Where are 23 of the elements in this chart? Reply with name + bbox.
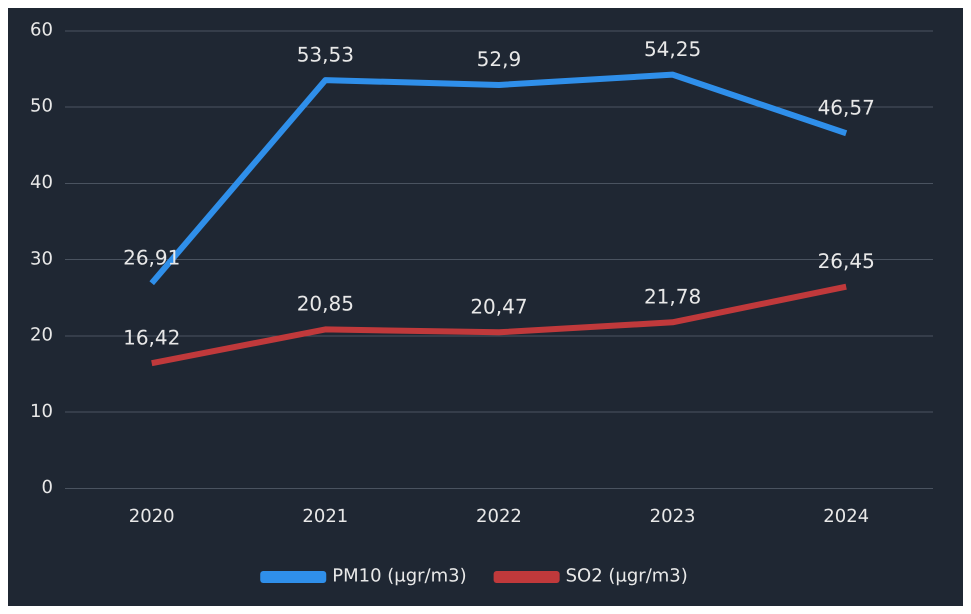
y-tick-label: 30 xyxy=(30,248,53,270)
y-tick-label: 20 xyxy=(30,324,53,346)
y-tick-label: 0 xyxy=(41,477,53,498)
data-label: 53,53 xyxy=(296,42,354,66)
data-label: 26,45 xyxy=(818,248,875,273)
x-tick-label: 2022 xyxy=(476,506,522,527)
legend-label: SO2 (µgr/m3) xyxy=(566,566,688,587)
y-tick-label: 60 xyxy=(30,19,53,40)
x-tick-label: 2021 xyxy=(302,506,348,527)
data-label: 16,42 xyxy=(123,325,180,350)
x-tick-label: 2023 xyxy=(650,506,696,527)
y-tick-label: 10 xyxy=(30,400,53,422)
y-tick-label: 40 xyxy=(30,172,53,194)
data-label: 52,9 xyxy=(476,47,522,72)
data-label: 21,78 xyxy=(644,284,702,308)
x-tick-label: 2024 xyxy=(823,506,870,527)
data-label: 20,47 xyxy=(470,294,528,318)
data-label: 54,25 xyxy=(644,36,702,61)
data-label: 20,85 xyxy=(296,292,354,316)
x-tick-label: 2020 xyxy=(128,506,175,527)
data-label: 46,57 xyxy=(818,95,875,120)
y-tick-label: 50 xyxy=(30,96,53,117)
legend-label: PM10 (µgr/m3) xyxy=(332,566,467,587)
